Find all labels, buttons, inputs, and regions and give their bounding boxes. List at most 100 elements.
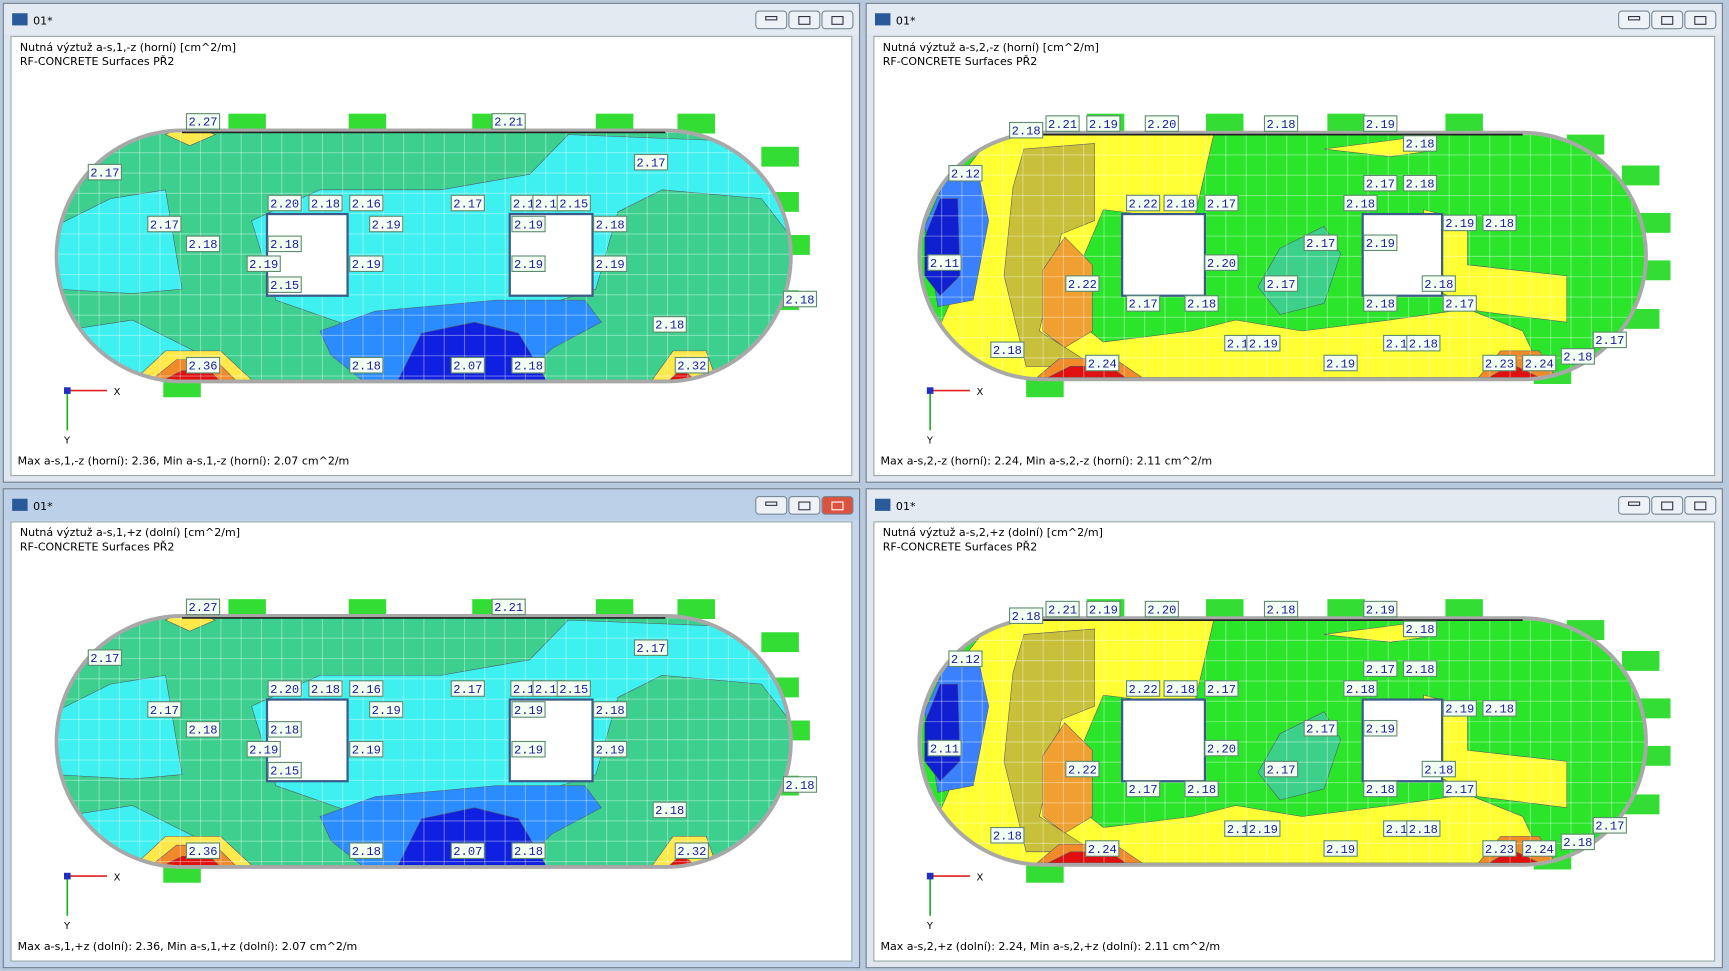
value-label: 2.16 bbox=[352, 197, 381, 211]
value-label-box bbox=[1560, 833, 1595, 851]
contour-region bbox=[1003, 143, 1096, 367]
value-label-box bbox=[1204, 194, 1239, 212]
value-label: 2.12 bbox=[951, 168, 980, 182]
value-label: 2.19 bbox=[249, 258, 278, 272]
support-marker bbox=[1205, 113, 1244, 134]
value-label-box bbox=[633, 153, 669, 171]
opening bbox=[1361, 212, 1444, 297]
value-label: 2.24 bbox=[1525, 843, 1554, 857]
opening bbox=[1121, 212, 1206, 297]
maximize-button[interactable] bbox=[788, 10, 821, 30]
value-label-box bbox=[1592, 331, 1627, 349]
value-label-box bbox=[556, 194, 591, 212]
value-label-box bbox=[1263, 115, 1299, 132]
value-label: 2.18 bbox=[785, 779, 814, 793]
value-label-box bbox=[450, 842, 485, 859]
value-label-box bbox=[185, 842, 221, 859]
value-label: 2.17 bbox=[1445, 783, 1474, 797]
value-label: 2.19 bbox=[352, 744, 381, 758]
value-label-box bbox=[369, 701, 404, 718]
support-marker bbox=[1445, 113, 1483, 134]
value-label-box bbox=[1402, 174, 1438, 192]
value-label: 2.18 bbox=[1485, 217, 1514, 231]
value-label-box bbox=[511, 255, 546, 272]
support-marker bbox=[228, 113, 266, 134]
window-title: 01* bbox=[33, 14, 53, 27]
value-label-box bbox=[652, 801, 687, 819]
value-label-box bbox=[1263, 275, 1299, 292]
value-label-box bbox=[1363, 719, 1398, 737]
value-label-box bbox=[948, 164, 983, 182]
value-label-box bbox=[349, 194, 384, 212]
support-marker bbox=[595, 113, 634, 134]
minimize-button-glyph bbox=[765, 16, 778, 21]
maximize-button-glyph bbox=[798, 501, 811, 511]
value-label-box bbox=[1126, 194, 1161, 212]
window-icon bbox=[12, 498, 28, 511]
value-label-box bbox=[1592, 817, 1627, 834]
value-label: 2.20 bbox=[1147, 118, 1176, 132]
maximize-button[interactable] bbox=[1651, 495, 1684, 515]
window-title: 01* bbox=[33, 500, 53, 513]
value-label: 2.22 bbox=[1068, 763, 1097, 777]
close-button[interactable] bbox=[821, 10, 854, 30]
value-label: 2.19 bbox=[1366, 603, 1395, 617]
maximize-button-glyph bbox=[1661, 16, 1674, 25]
value-label-box bbox=[1144, 115, 1179, 132]
close-button[interactable] bbox=[1684, 10, 1717, 30]
value-label: 2.18 bbox=[514, 360, 543, 374]
value-label-box bbox=[1343, 194, 1378, 212]
value-label-box bbox=[1263, 600, 1299, 618]
value-label: 2.17 bbox=[1366, 663, 1395, 677]
title-bar bbox=[867, 4, 1722, 35]
title-bar bbox=[4, 489, 859, 520]
value-label-box bbox=[1323, 354, 1358, 372]
contour-plot bbox=[58, 132, 789, 380]
value-label-box bbox=[1406, 820, 1441, 837]
value-label: 2.17 bbox=[90, 166, 119, 180]
title-bar bbox=[867, 489, 1722, 520]
value-label: 2.17 bbox=[1207, 683, 1236, 697]
opening bbox=[1121, 698, 1206, 783]
value-label: 2.15 bbox=[270, 764, 299, 778]
window-icon bbox=[12, 13, 28, 26]
maximize-button[interactable] bbox=[788, 495, 821, 515]
value-label: 2.17 bbox=[1129, 783, 1158, 797]
value-label: 2.18 bbox=[1405, 177, 1434, 191]
value-label: 2.18 bbox=[993, 830, 1022, 844]
value-label: 2.18 bbox=[1405, 623, 1434, 637]
value-label: 2.36 bbox=[188, 360, 217, 374]
support-marker bbox=[1621, 651, 1660, 671]
value-label: 2.18 bbox=[1409, 337, 1438, 351]
close-button-glyph bbox=[831, 501, 844, 511]
value-label: 2.18 bbox=[1366, 298, 1395, 312]
value-label-box bbox=[1126, 295, 1161, 312]
minimize-button-glyph bbox=[1628, 16, 1641, 21]
value-label-box bbox=[1363, 780, 1398, 798]
support-marker bbox=[1445, 599, 1483, 620]
maximize-button-glyph bbox=[1661, 501, 1674, 511]
value-label-box bbox=[185, 356, 221, 374]
value-label-box bbox=[782, 290, 818, 308]
value-label: 2.22 bbox=[1068, 278, 1097, 292]
value-label: 2.18 bbox=[1166, 197, 1195, 211]
value-label: 2.19 bbox=[514, 258, 543, 272]
value-label: 2.21 bbox=[494, 116, 523, 130]
close-button[interactable] bbox=[1684, 495, 1717, 515]
contour-region bbox=[1042, 722, 1093, 834]
maximize-button[interactable] bbox=[1651, 10, 1684, 30]
x-axis-label: X bbox=[976, 387, 983, 398]
value-label-box bbox=[593, 701, 628, 718]
value-label: 2.18 bbox=[1012, 125, 1041, 139]
value-label: 2.18 bbox=[1012, 610, 1041, 624]
close-button[interactable] bbox=[821, 495, 854, 515]
value-label-box bbox=[267, 761, 302, 779]
footer-text: Max a-s,1,-z (horní): 2.36, Min a-s,1,-z… bbox=[18, 455, 350, 468]
support-marker bbox=[1026, 377, 1064, 398]
contour-region bbox=[924, 198, 961, 297]
value-label-box bbox=[147, 215, 182, 233]
value-label-box bbox=[1363, 115, 1398, 132]
heading-line: RF-CONCRETE Surfaces PŘ2 bbox=[883, 55, 1038, 68]
value-label: 2.15 bbox=[559, 197, 588, 211]
value-label-box bbox=[87, 649, 122, 666]
